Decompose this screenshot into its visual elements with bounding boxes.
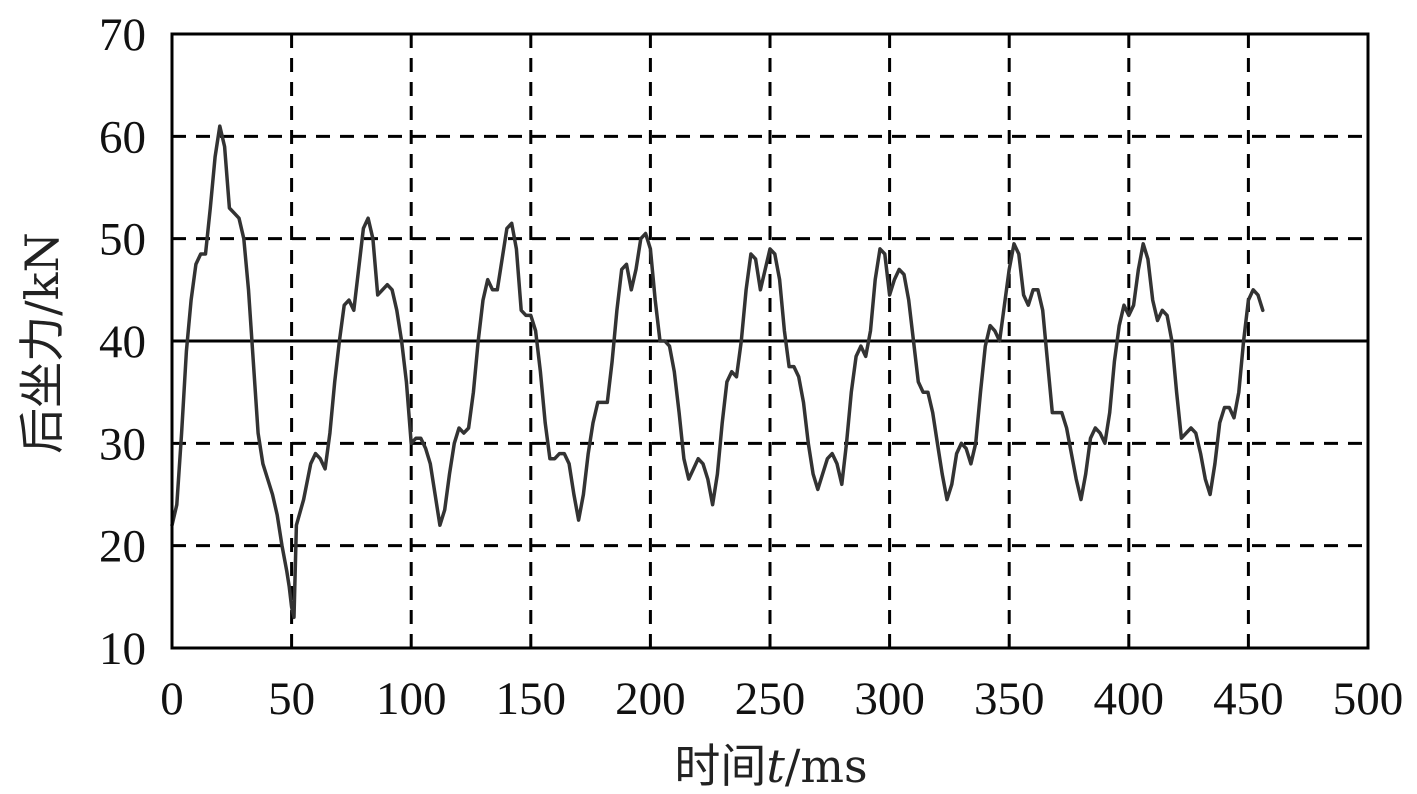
y-tick-label: 50 xyxy=(99,214,146,266)
grid-lines xyxy=(172,34,1368,648)
x-tick-label: 0 xyxy=(160,673,184,725)
series-layer xyxy=(170,124,1265,620)
x-tick-label: 200 xyxy=(615,673,686,725)
y-tick-label: 40 xyxy=(99,316,146,368)
series-line xyxy=(170,124,1265,620)
y-tick-labels: 10 20 30 40 50 60 70 xyxy=(99,9,146,675)
y-tick-label: 60 xyxy=(99,111,146,163)
y-axis-title: 后坐力/kN xyxy=(15,232,69,454)
x-tick-label: 400 xyxy=(1094,673,1165,725)
x-tick-label: 350 xyxy=(974,673,1045,725)
y-tick-label: 10 xyxy=(99,623,146,675)
x-tick-label: 100 xyxy=(376,673,447,725)
x-tick-label: 300 xyxy=(854,673,925,725)
x-tick-labels: 0 50 100 150 200 250 300 350 400 450 500 xyxy=(160,673,1403,725)
y-tick-label: 30 xyxy=(99,418,146,470)
x-tick-label: 500 xyxy=(1333,673,1404,725)
x-tick-label: 250 xyxy=(735,673,806,725)
x-tick-label: 150 xyxy=(496,673,567,725)
x-tick-label: 50 xyxy=(268,673,315,725)
x-tick-label: 450 xyxy=(1213,673,1284,725)
y-tick-label: 20 xyxy=(99,521,146,573)
plot-frame xyxy=(170,32,1370,650)
x-axis-title: 时间t/ms xyxy=(674,739,867,793)
y-tick-label: 70 xyxy=(99,9,146,61)
